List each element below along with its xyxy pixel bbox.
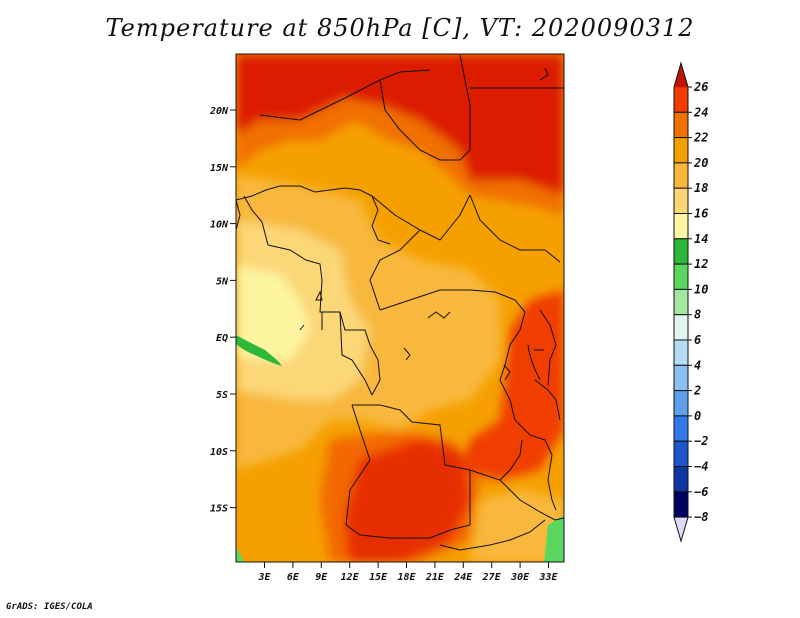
lat-label: 15N xyxy=(210,163,229,174)
grads-credit: GrADS: IGES/COLA xyxy=(6,602,93,612)
lat-label: 15S xyxy=(210,504,228,515)
lat-label: EQ xyxy=(216,333,228,344)
colorbar-label: 10 xyxy=(694,282,708,296)
colorbar-swatch xyxy=(673,213,689,240)
colorbar-swatch xyxy=(673,466,689,493)
lon-label: 21E xyxy=(425,572,445,583)
lon-label: 24E xyxy=(453,572,473,583)
colorbar-label: −2 xyxy=(694,434,708,448)
colorbar-swatch xyxy=(673,86,689,113)
colorbar-swatch xyxy=(673,111,689,139)
colorbar-top-seam xyxy=(674,86,688,88)
colorbar-label: 0 xyxy=(694,409,701,423)
colorbar-swatch xyxy=(673,339,689,366)
lon-label: 15E xyxy=(369,572,388,583)
lon-label: 33E xyxy=(538,572,558,583)
colorbar-label: 6 xyxy=(694,333,701,347)
colorbar-label: 24 xyxy=(693,105,708,119)
lat-label: 5S xyxy=(216,390,228,401)
colorbar-label: 20 xyxy=(693,156,708,170)
colorbar-label: 12 xyxy=(694,257,708,271)
lat-label: 10N xyxy=(210,220,229,231)
colorbar-label: 22 xyxy=(693,131,708,145)
lon-label: 30E xyxy=(510,572,530,583)
colorbar-label: 16 xyxy=(694,207,708,221)
colorbar-swatch xyxy=(673,137,689,164)
colorbar-label: 4 xyxy=(694,358,701,372)
lon-label: 3E xyxy=(257,572,271,583)
colorbar-swatch xyxy=(673,314,689,341)
latitude-axis: 20N 15N 10N 5N EQ 5S 10S 15S xyxy=(209,106,236,515)
colorbar-swatch xyxy=(673,162,689,189)
colorbar-label: −6 xyxy=(694,485,708,499)
colorbar-swatch xyxy=(673,187,689,214)
lon-label: 9E xyxy=(315,572,328,583)
lon-label: 18E xyxy=(397,572,416,583)
lon-label: 6E xyxy=(287,572,300,583)
colorbar-label: 8 xyxy=(694,308,701,322)
lat-label: 10S xyxy=(210,447,228,458)
chart-title: Temperature at 850hPa [C], VT: 202009031… xyxy=(105,14,695,42)
colorbar-swatch xyxy=(673,440,689,468)
colorbar-label: −4 xyxy=(694,460,708,474)
colorbar-label: 18 xyxy=(694,181,708,195)
colorbar-swatch xyxy=(673,364,689,392)
colorbar-label: −8 xyxy=(694,510,708,524)
country-borders xyxy=(236,54,564,551)
colorbar-bottom-arrow xyxy=(673,516,689,543)
colorbar-swatch xyxy=(673,238,689,265)
colorbar-label: 14 xyxy=(694,232,708,246)
lat-label: 5N xyxy=(216,276,229,287)
longitude-axis: 3E 6E 9E 12E 15E 18E 21E 24E 27E 30E 33E xyxy=(257,562,559,583)
colorbar-swatch xyxy=(673,288,689,316)
colorbar-swatch xyxy=(673,263,689,290)
temperature-field xyxy=(236,54,564,562)
colorbar-top-arrow xyxy=(673,61,689,88)
lat-label: 20N xyxy=(209,106,229,117)
lon-label: 12E xyxy=(341,572,360,583)
map-frame xyxy=(235,53,565,563)
colorbar-swatch xyxy=(673,415,689,442)
colorbar-swatch xyxy=(673,491,689,518)
lon-label: 27E xyxy=(482,572,502,583)
colorbar-label: 26 xyxy=(693,80,708,94)
colorbar-label: 2 xyxy=(693,384,701,398)
colorbar-swatch xyxy=(673,390,689,417)
